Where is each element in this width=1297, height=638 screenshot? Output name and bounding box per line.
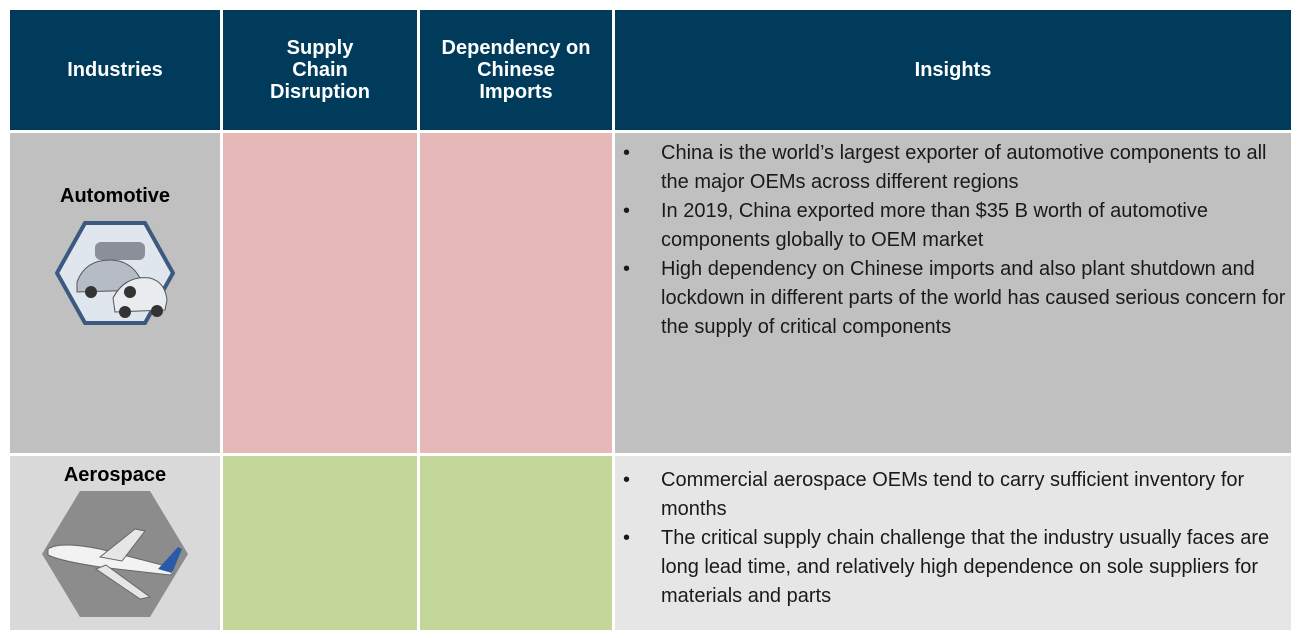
table: Industries Supply Chain Disruption Depen… xyxy=(10,10,1291,633)
header-text: Insights xyxy=(914,59,992,81)
insights-cell: China is the world’s largest exporter of… xyxy=(615,133,1291,453)
industry-name: Aerospace xyxy=(63,464,167,486)
dependency-cell xyxy=(420,133,612,453)
header-cell: Supply Chain Disruption xyxy=(223,10,417,130)
industry-name: Automotive xyxy=(60,185,170,207)
header-text: Dependency on Chinese Imports xyxy=(441,37,591,103)
industry-cell: Automotive xyxy=(10,133,220,453)
insight-item: In 2019, China exported more than $35 B … xyxy=(615,197,1291,255)
insight-item: China is the world’s largest exporter of… xyxy=(615,139,1291,197)
header-text: Industries xyxy=(67,59,163,81)
insights-list: China is the world’s largest exporter of… xyxy=(615,139,1291,342)
insight-item: The critical supply chain challenge that… xyxy=(615,524,1291,611)
industry-cell: Aerospace xyxy=(10,456,220,630)
automotive-icon xyxy=(55,221,175,325)
header-cell: Dependency on Chinese Imports xyxy=(420,10,612,130)
header-cell: Insights xyxy=(615,10,1291,130)
disruption-cell xyxy=(223,133,417,453)
insights-list: Commercial aerospace OEMs tend to carry … xyxy=(615,466,1291,611)
dependency-cell xyxy=(420,456,612,630)
header-cell: Industries xyxy=(10,10,220,130)
header-text: Supply Chain Disruption xyxy=(270,37,370,103)
insight-item: High dependency on Chinese imports and a… xyxy=(615,255,1291,342)
insight-item: Commercial aerospace OEMs tend to carry … xyxy=(615,466,1291,524)
insights-cell: Commercial aerospace OEMs tend to carry … xyxy=(615,456,1291,630)
aerospace-icon xyxy=(42,491,188,617)
disruption-cell xyxy=(223,456,417,630)
